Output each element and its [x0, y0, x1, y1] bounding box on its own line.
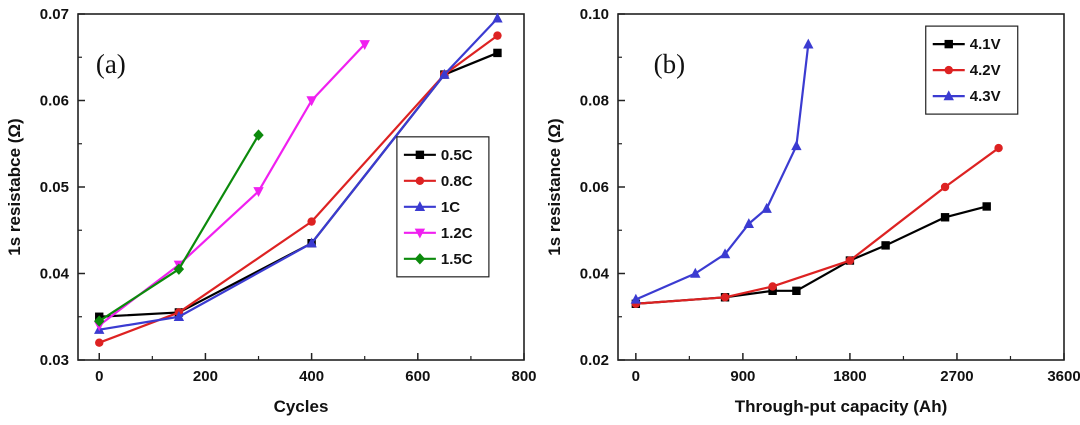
series-line-1.2C — [98, 43, 366, 327]
x-axis-label: Through-put capacity (Ah) — [735, 397, 947, 416]
y-tick-label: 0.06 — [580, 179, 609, 196]
y-tick-label: 0.06 — [40, 93, 69, 110]
y-tick-label: 0.04 — [40, 266, 70, 283]
panel-label: (a) — [96, 49, 126, 79]
y-tick-label: 0.03 — [40, 352, 69, 369]
series-line-4.2V — [635, 147, 1000, 305]
legend-label-4.2V: 4.2V — [970, 62, 1001, 79]
x-tick-label: 0 — [632, 368, 640, 385]
legend-box — [396, 136, 490, 278]
panel-label: (b) — [654, 49, 685, 79]
panel-b: 0 900 1800 2700 3600 0.02 0.04 0.06 0.08 0.10 Thro… — [540, 0, 1080, 425]
y-tick-label: 0.05 — [40, 179, 69, 196]
legend-label-1.2C: 1.2C — [441, 225, 473, 242]
series-line-4.1V — [635, 205, 987, 305]
legend-label-4.3V: 4.3V — [970, 88, 1001, 105]
panel-a: 0 200 400 600 800 0.03 0.04 0.05 0.06 0.07 Cycles 1… — [5, 6, 537, 416]
x-tick-label: 200 — [193, 368, 218, 385]
x-axis-label: Cycles — [274, 397, 329, 416]
y-axis-label: 1s resistabce (Ω) — [5, 118, 24, 255]
chart-a: 0 200 400 600 800 0.03 0.04 0.05 0.06 0.07 Cycles 1… — [5, 6, 537, 416]
y-tick-label: 0.08 — [580, 93, 609, 110]
legend-label-1C: 1C — [441, 199, 460, 216]
legend-label-1.5C: 1.5C — [441, 251, 473, 268]
y-axis-label: 1s resistance (Ω) — [545, 118, 564, 255]
x-tick-label: 2700 — [940, 368, 973, 385]
legend-label-4.1V: 4.1V — [970, 36, 1001, 53]
x-tick-label: 400 — [299, 368, 324, 385]
series-line-4.3V — [635, 44, 810, 301]
chart-b: 0 900 1800 2700 3600 0.02 0.04 0.06 0.08 0.10 Thro… — [545, 6, 1080, 416]
x-tick-label: 800 — [511, 368, 536, 385]
x-tick-label: 3600 — [1047, 368, 1080, 385]
legend-label-0.5C: 0.5C — [441, 147, 473, 164]
y-tick-label: 0.04 — [580, 266, 610, 283]
x-tick-label: 1800 — [833, 368, 866, 385]
series-line-1.5C — [98, 134, 260, 322]
y-tick-label: 0.10 — [580, 6, 609, 23]
legend-label-0.8C: 0.8C — [441, 173, 473, 190]
y-tick-label: 0.07 — [40, 6, 69, 23]
x-tick-label: 600 — [405, 368, 430, 385]
x-tick-label: 0 — [95, 368, 103, 385]
x-tick-label: 900 — [730, 368, 755, 385]
y-tick-label: 0.02 — [580, 352, 609, 369]
